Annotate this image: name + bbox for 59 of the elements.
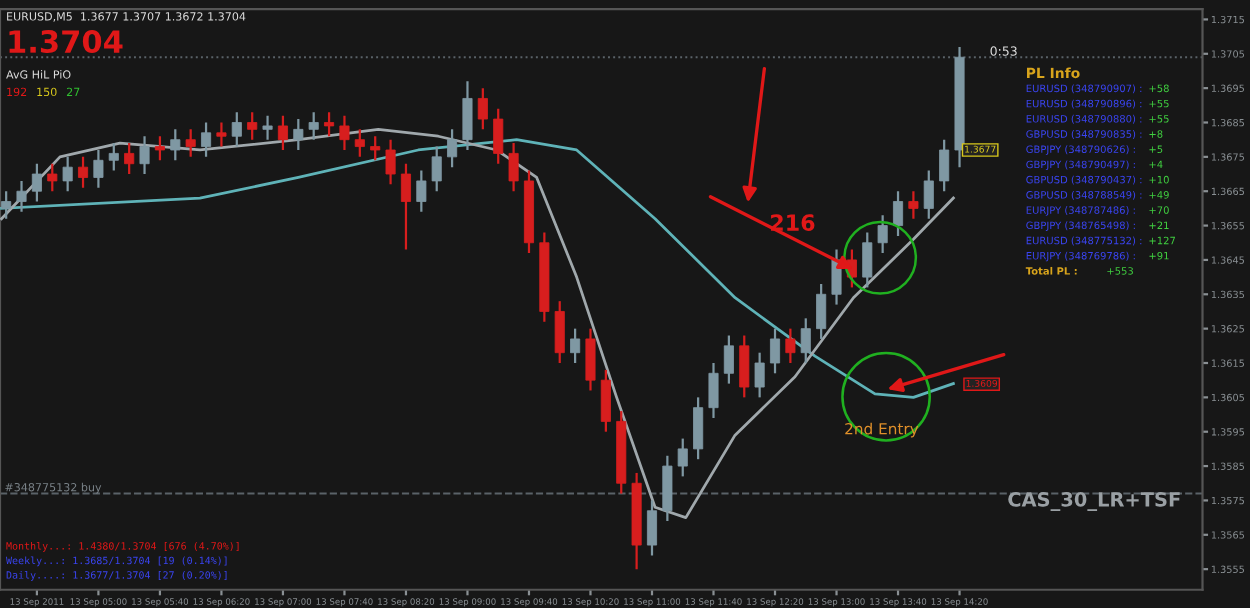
- annotation: 1.3704: [9, 29, 123, 54]
- candlestick: [124, 142, 135, 176]
- candlestick: [154, 135, 165, 162]
- candlestick: [600, 368, 611, 433]
- candlestick: [247, 111, 258, 141]
- candlestick: [139, 135, 150, 176]
- candlestick: [739, 334, 750, 399]
- candlestick: [800, 317, 811, 365]
- candlestick: [693, 396, 704, 461]
- candlestick: [400, 162, 411, 251]
- candlestick: [108, 142, 119, 172]
- candlestick: [662, 454, 673, 523]
- candlestick: [385, 138, 396, 186]
- candlestick: [370, 135, 381, 162]
- candlestick: [585, 327, 596, 392]
- candlestick: [1, 190, 12, 220]
- candlestick: [508, 142, 519, 193]
- candlestick: [339, 114, 350, 152]
- candlestick: [201, 121, 212, 158]
- candlestick: [862, 231, 873, 289]
- candlestick: [462, 80, 473, 152]
- candlestick: [877, 214, 888, 255]
- candlestick: [293, 117, 304, 152]
- candlestick: [62, 155, 73, 193]
- candlestick: [170, 128, 181, 162]
- candlestick: [554, 300, 565, 365]
- candlestick: [78, 155, 89, 189]
- candlestick: [16, 179, 27, 213]
- candlestick: [754, 351, 765, 399]
- candlestick: [893, 190, 904, 237]
- annotation: CAS_30_LR+TSF: [1008, 491, 1180, 512]
- candlestick: [908, 190, 919, 220]
- candlestick: [493, 107, 504, 165]
- candlestick: [677, 437, 688, 478]
- candlestick: [277, 114, 288, 152]
- candlestick: [646, 499, 658, 557]
- candlestick: [93, 148, 104, 189]
- candlestick: [262, 114, 273, 141]
- candlestick: [431, 145, 442, 193]
- candlestick: [923, 169, 934, 220]
- candlestick: [185, 128, 196, 158]
- candlestick: [231, 111, 242, 148]
- candlestick: [708, 361, 719, 420]
- candlestick: [416, 169, 427, 213]
- candlestick: [47, 162, 58, 193]
- candlestick: [477, 87, 488, 131]
- candlestick: [769, 327, 781, 375]
- candlestick: [308, 111, 319, 141]
- candlestick: [31, 162, 42, 203]
- candlestick: [354, 128, 365, 158]
- candlestick: [939, 138, 950, 193]
- candlestick: [216, 121, 227, 148]
- candlestick: [785, 327, 796, 365]
- candlestick: [723, 334, 734, 385]
- candlestick: [816, 282, 827, 341]
- candlestick: [324, 111, 335, 138]
- candlestick: [570, 327, 581, 365]
- candlestick: [447, 128, 458, 169]
- line-series: [0, 138, 955, 399]
